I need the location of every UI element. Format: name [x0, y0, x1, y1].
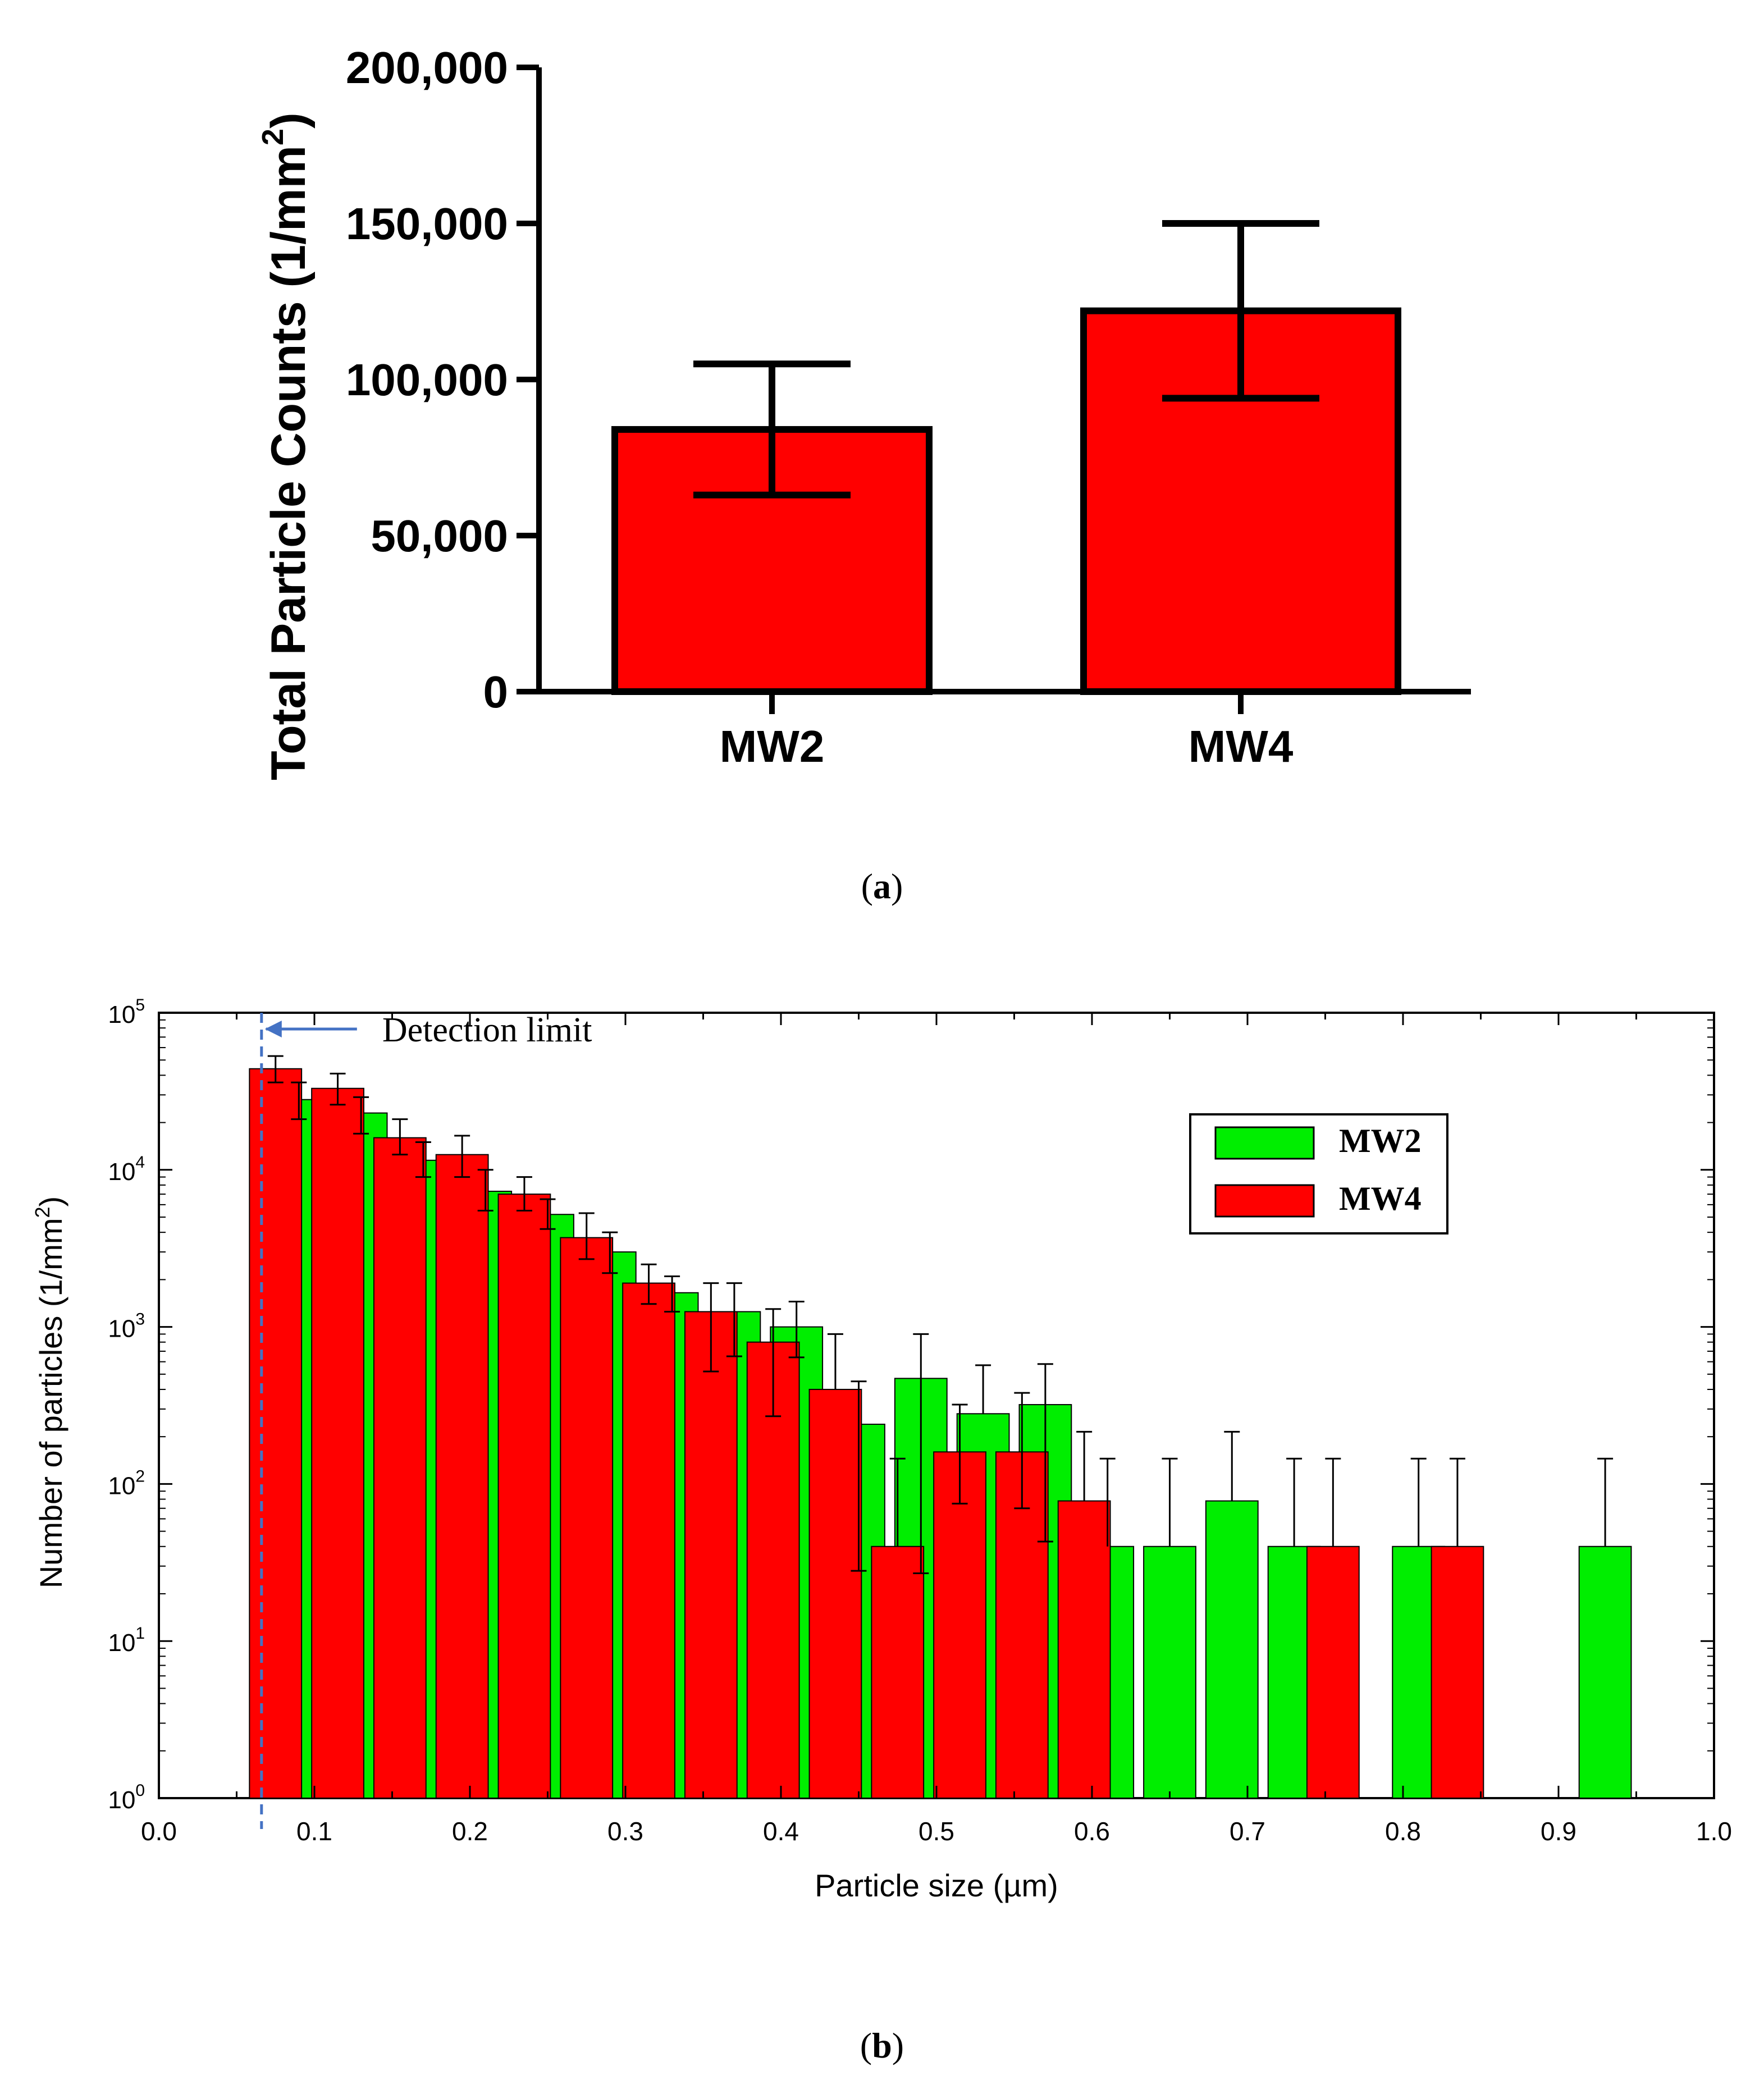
x-tick-label: 0.8 — [1385, 1817, 1421, 1846]
bar-mw4 — [1306, 1546, 1360, 1799]
panel-b-x-axis-label: Particle size (µm) — [815, 1868, 1058, 1903]
y-tick-label-base: 10 — [108, 1158, 135, 1186]
y-tick-label-exponent: 3 — [135, 1310, 145, 1329]
bar-mw4 — [1057, 1500, 1111, 1799]
bar-mw4 — [497, 1194, 551, 1799]
panel-b-legend: MW2 MW4 — [1189, 1113, 1448, 1234]
bar-mw2 — [1578, 1546, 1632, 1799]
bar-mw4 — [560, 1237, 614, 1799]
y-tick-label-exponent: 2 — [135, 1467, 145, 1485]
panel-a-x-tick-labels: MW2 MW4 — [720, 721, 1294, 771]
y-tick-label-exponent: 1 — [135, 1624, 145, 1643]
x-tick-label: 0.1 — [296, 1817, 332, 1846]
detection-limit-label: Detection limit — [382, 1011, 592, 1049]
y-tick-label-base: 10 — [108, 1001, 135, 1028]
y-tick-label: 100,000 — [346, 355, 508, 405]
panel-a-y-axis-label: Total Particle Counts (1/mm2) — [256, 112, 315, 780]
y-tick-label-exponent: 0 — [135, 1781, 145, 1800]
y-tick-label: 150,000 — [346, 199, 508, 249]
bar-mw4 — [684, 1311, 738, 1799]
x-tick-label: 0.0 — [141, 1817, 177, 1846]
panel-b-y-axis-label: Number of particles (1/mm2) — [31, 1196, 68, 1588]
y-tick-label-base: 10 — [108, 1629, 135, 1657]
panel-b-chart: 0.0 0.1 0.2 0.3 0.4 0.5 0.6 0.7 0.8 0.9 1.0 100101… — [31, 996, 1732, 1903]
legend-label-mw2: MW2 — [1339, 1122, 1422, 1159]
x-tick-label: 0.7 — [1230, 1817, 1265, 1846]
panel-a-caption: (a) — [861, 866, 903, 906]
legend-label-mw4: MW4 — [1339, 1180, 1422, 1217]
x-tick-label-mw4: MW4 — [1189, 721, 1294, 771]
bar-mw2 — [1143, 1546, 1196, 1799]
bar-mw4 — [933, 1451, 986, 1799]
x-tick-label: 0.4 — [763, 1817, 799, 1846]
bar-mw4 — [373, 1137, 427, 1799]
bar-mw4 — [746, 1341, 800, 1799]
y-tick-label: 50,000 — [371, 511, 508, 561]
bar-mw4 — [311, 1087, 364, 1799]
panel-a-chart: 0 50,000 100,000 150,000 200,000 MW2 MW4 Tota… — [256, 43, 1471, 780]
panel-b-x-tick-labels: 0.0 0.1 0.2 0.3 0.4 0.5 0.6 0.7 0.8 0.9 1.0 — [141, 1817, 1732, 1846]
y-tick-label-exponent: 5 — [135, 996, 145, 1014]
legend-swatch-mw4 — [1214, 1184, 1315, 1218]
y-tick-label: 101 — [108, 1624, 145, 1657]
y-tick-label-base: 10 — [108, 1315, 135, 1343]
x-tick-label: 0.5 — [918, 1817, 954, 1846]
y-tick-label: 200,000 — [346, 43, 508, 93]
panel-a-error-bars — [693, 220, 1319, 499]
y-tick-label-base: 10 — [108, 1786, 135, 1814]
bar-mw4 — [1431, 1546, 1484, 1799]
panel-b-detection-limit: Detection limit — [260, 1011, 592, 1829]
bar-mw2 — [1205, 1500, 1259, 1799]
panel-b-ticks — [158, 1012, 1715, 1799]
y-tick-label-base: 10 — [108, 1472, 135, 1499]
x-tick-label-mw2: MW2 — [720, 721, 825, 771]
x-tick-label: 0.9 — [1541, 1817, 1576, 1846]
x-tick-label: 0.3 — [607, 1817, 643, 1846]
y-tick-label: 100 — [108, 1781, 145, 1814]
y-tick-label: 102 — [108, 1467, 145, 1499]
y-tick-label-exponent: 4 — [135, 1153, 145, 1172]
x-tick-label: 0.6 — [1074, 1817, 1110, 1846]
panel-b-error-bars — [267, 1055, 1614, 1575]
detection-limit-arrow-head — [264, 1021, 282, 1037]
bar-mw4 — [808, 1388, 862, 1799]
panel-b-bars — [249, 1068, 1632, 1799]
bar-mw4 — [435, 1154, 489, 1799]
y-tick-label: 103 — [108, 1310, 145, 1343]
bar-mw4 — [995, 1451, 1049, 1799]
y-tick-label: 105 — [108, 996, 145, 1028]
y-tick-label: 104 — [108, 1153, 145, 1186]
legend-swatch-mw2 — [1214, 1126, 1315, 1160]
bar-mw4 — [249, 1068, 303, 1799]
panel-b-caption: (b) — [860, 2025, 904, 2065]
x-tick-label: 0.2 — [452, 1817, 488, 1846]
bar-mw4 — [622, 1282, 675, 1799]
panel-a-y-ticks: 0 50,000 100,000 150,000 200,000 — [346, 43, 539, 717]
y-tick-label: 0 — [483, 667, 509, 717]
bar-mw4 — [871, 1546, 925, 1799]
x-tick-label: 1.0 — [1696, 1817, 1732, 1846]
